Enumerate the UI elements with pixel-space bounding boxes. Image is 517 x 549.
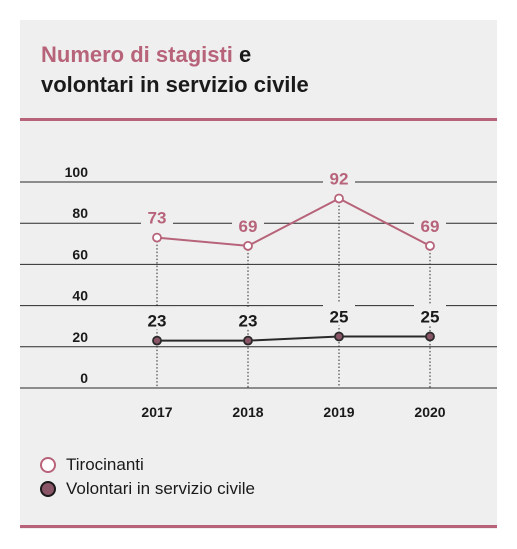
legend: Tirocinanti Volontari in servizio civile: [40, 453, 255, 501]
y-tick-label: 40: [72, 288, 88, 304]
title-accent: Numero di stagisti: [41, 42, 233, 67]
data-label-background: [414, 303, 446, 326]
x-tick-label: 2017: [141, 404, 172, 420]
data-point: [152, 335, 162, 346]
legend-label-volontari: Volontari in servizio civile: [66, 479, 255, 498]
legend-item-tirocinanti: Tirocinanti: [40, 453, 255, 477]
data-label-background: [232, 212, 264, 235]
filled-circle-icon: [40, 481, 56, 497]
hollow-circle-icon: [40, 457, 56, 473]
bottom-rule: [20, 525, 497, 528]
data-label: 69: [239, 217, 258, 236]
data-label-background: [323, 165, 355, 188]
data-point: [334, 193, 344, 204]
data-label: 73: [148, 209, 167, 228]
chart-card: Numero di stagisti e volontari in serviz…: [20, 20, 497, 529]
data-point: [425, 240, 435, 251]
title-line2: volontari in servizio civile: [41, 72, 309, 97]
top-rule: [20, 118, 497, 121]
data-label: 23: [239, 312, 258, 331]
data-point: [243, 335, 253, 346]
chart-title: Numero di stagisti e volontari in serviz…: [41, 40, 309, 100]
data-point: [152, 232, 162, 243]
y-tick-label: 60: [72, 246, 88, 262]
legend-label-tirocinanti: Tirocinanti: [66, 455, 144, 474]
data-label: 23: [148, 312, 167, 331]
data-label-background: [141, 204, 173, 227]
series-line: [156, 197, 431, 247]
data-point: [243, 240, 253, 251]
title-rest: e: [232, 42, 252, 67]
y-tick-label: 20: [72, 329, 88, 345]
data-label: 69: [421, 217, 440, 236]
legend-item-volontari: Volontari in servizio civile: [40, 477, 255, 501]
data-label-background: [323, 303, 355, 326]
y-tick-label: 100: [65, 164, 89, 180]
x-tick-label: 2020: [414, 404, 445, 420]
line-chart: 0 20 40 60 80 100 2017 2018 2019 2020 73 69 92 69 23 23…: [20, 164, 497, 420]
data-label-background: [232, 307, 264, 330]
data-label: 92: [330, 169, 349, 188]
series-line: [157, 335, 430, 342]
y-tick-label: 80: [72, 205, 88, 221]
data-label: 25: [330, 308, 349, 327]
data-point: [425, 331, 435, 342]
y-tick-label: 0: [80, 370, 88, 386]
x-tick-label: 2018: [232, 404, 263, 420]
data-label-background: [141, 307, 173, 330]
data-label-background: [414, 212, 446, 235]
data-label: 25: [421, 308, 440, 327]
x-tick-label: 2019: [323, 404, 354, 420]
data-point: [334, 331, 344, 342]
